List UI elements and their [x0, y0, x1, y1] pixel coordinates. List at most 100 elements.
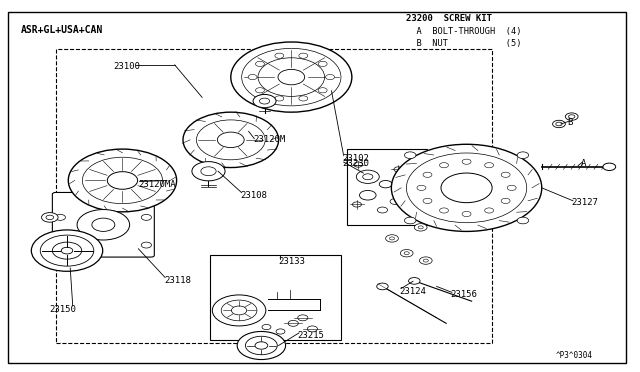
Circle shape	[552, 120, 565, 128]
Circle shape	[377, 283, 388, 290]
Circle shape	[248, 74, 257, 80]
Circle shape	[326, 74, 335, 80]
Bar	[56, 49, 492, 343]
Circle shape	[392, 144, 541, 231]
Text: A  BOLT-THROUGH  (4): A BOLT-THROUGH (4)	[406, 27, 522, 36]
Circle shape	[363, 174, 373, 180]
Circle shape	[275, 96, 284, 101]
Circle shape	[517, 217, 529, 224]
Circle shape	[92, 218, 115, 231]
Text: 23156: 23156	[451, 291, 477, 299]
Text: 23133: 23133	[278, 257, 305, 266]
Circle shape	[423, 172, 432, 177]
Circle shape	[517, 152, 529, 158]
Text: B: B	[567, 118, 573, 127]
Bar	[211, 255, 341, 340]
Circle shape	[356, 170, 380, 183]
Circle shape	[46, 215, 54, 219]
Circle shape	[253, 94, 276, 108]
Circle shape	[394, 167, 403, 172]
Text: 23102: 23102	[342, 154, 369, 163]
Circle shape	[259, 98, 269, 104]
Circle shape	[423, 259, 428, 262]
Circle shape	[568, 115, 575, 118]
Circle shape	[508, 185, 516, 190]
Circle shape	[441, 173, 492, 203]
Circle shape	[360, 190, 376, 200]
Circle shape	[380, 180, 392, 188]
Circle shape	[484, 163, 493, 168]
Circle shape	[462, 211, 471, 217]
Circle shape	[42, 212, 58, 222]
Circle shape	[318, 88, 327, 93]
Text: 23120MA: 23120MA	[138, 180, 176, 189]
Circle shape	[386, 235, 398, 242]
Circle shape	[400, 250, 413, 257]
Text: 23118: 23118	[164, 276, 191, 285]
Circle shape	[390, 237, 394, 240]
Bar	[348, 149, 427, 225]
Circle shape	[55, 242, 65, 248]
Circle shape	[275, 53, 284, 58]
Circle shape	[55, 214, 65, 220]
Circle shape	[258, 58, 324, 96]
Circle shape	[354, 162, 363, 167]
Circle shape	[406, 153, 527, 223]
Circle shape	[255, 61, 264, 67]
Circle shape	[231, 42, 352, 112]
Text: ASR+GL+USA+CAN: ASR+GL+USA+CAN	[20, 25, 103, 35]
Circle shape	[196, 120, 265, 160]
Text: 23230: 23230	[342, 159, 369, 169]
Circle shape	[232, 306, 246, 315]
Text: 23215: 23215	[298, 331, 324, 340]
Circle shape	[603, 163, 616, 170]
FancyBboxPatch shape	[52, 192, 154, 257]
Circle shape	[212, 295, 266, 326]
Circle shape	[440, 208, 449, 213]
Text: 23150: 23150	[49, 305, 76, 314]
Circle shape	[246, 336, 277, 355]
Circle shape	[255, 342, 268, 349]
Circle shape	[288, 320, 298, 326]
Circle shape	[221, 300, 257, 321]
Circle shape	[262, 324, 271, 330]
Circle shape	[276, 329, 285, 334]
Circle shape	[462, 159, 471, 164]
Text: B  NUT           (5): B NUT (5)	[406, 39, 522, 48]
Circle shape	[237, 331, 285, 359]
Circle shape	[278, 69, 305, 85]
Circle shape	[404, 152, 416, 158]
Circle shape	[419, 257, 432, 264]
Circle shape	[501, 172, 510, 177]
Circle shape	[404, 252, 409, 255]
Circle shape	[390, 199, 400, 205]
Circle shape	[31, 230, 102, 271]
Circle shape	[318, 61, 327, 67]
Text: ^P3^0304: ^P3^0304	[556, 350, 593, 359]
Circle shape	[404, 217, 416, 224]
Circle shape	[299, 96, 308, 101]
Circle shape	[307, 326, 317, 332]
Circle shape	[417, 185, 426, 190]
Circle shape	[141, 214, 152, 220]
Circle shape	[218, 132, 244, 148]
Circle shape	[52, 242, 82, 259]
Circle shape	[201, 167, 216, 176]
Circle shape	[484, 208, 493, 213]
Circle shape	[378, 207, 388, 213]
Circle shape	[298, 315, 308, 321]
Circle shape	[408, 278, 420, 284]
Circle shape	[440, 163, 449, 168]
Circle shape	[255, 88, 264, 93]
Text: 23200  SCREW KIT: 23200 SCREW KIT	[406, 14, 492, 23]
Circle shape	[40, 235, 94, 266]
Text: 23127: 23127	[572, 198, 598, 207]
Circle shape	[108, 171, 138, 189]
Text: 23120M: 23120M	[253, 135, 285, 144]
Text: A: A	[581, 159, 587, 169]
Circle shape	[414, 224, 427, 231]
Circle shape	[418, 226, 423, 229]
Text: 23124: 23124	[399, 287, 426, 296]
Circle shape	[141, 242, 152, 248]
Circle shape	[192, 161, 225, 181]
